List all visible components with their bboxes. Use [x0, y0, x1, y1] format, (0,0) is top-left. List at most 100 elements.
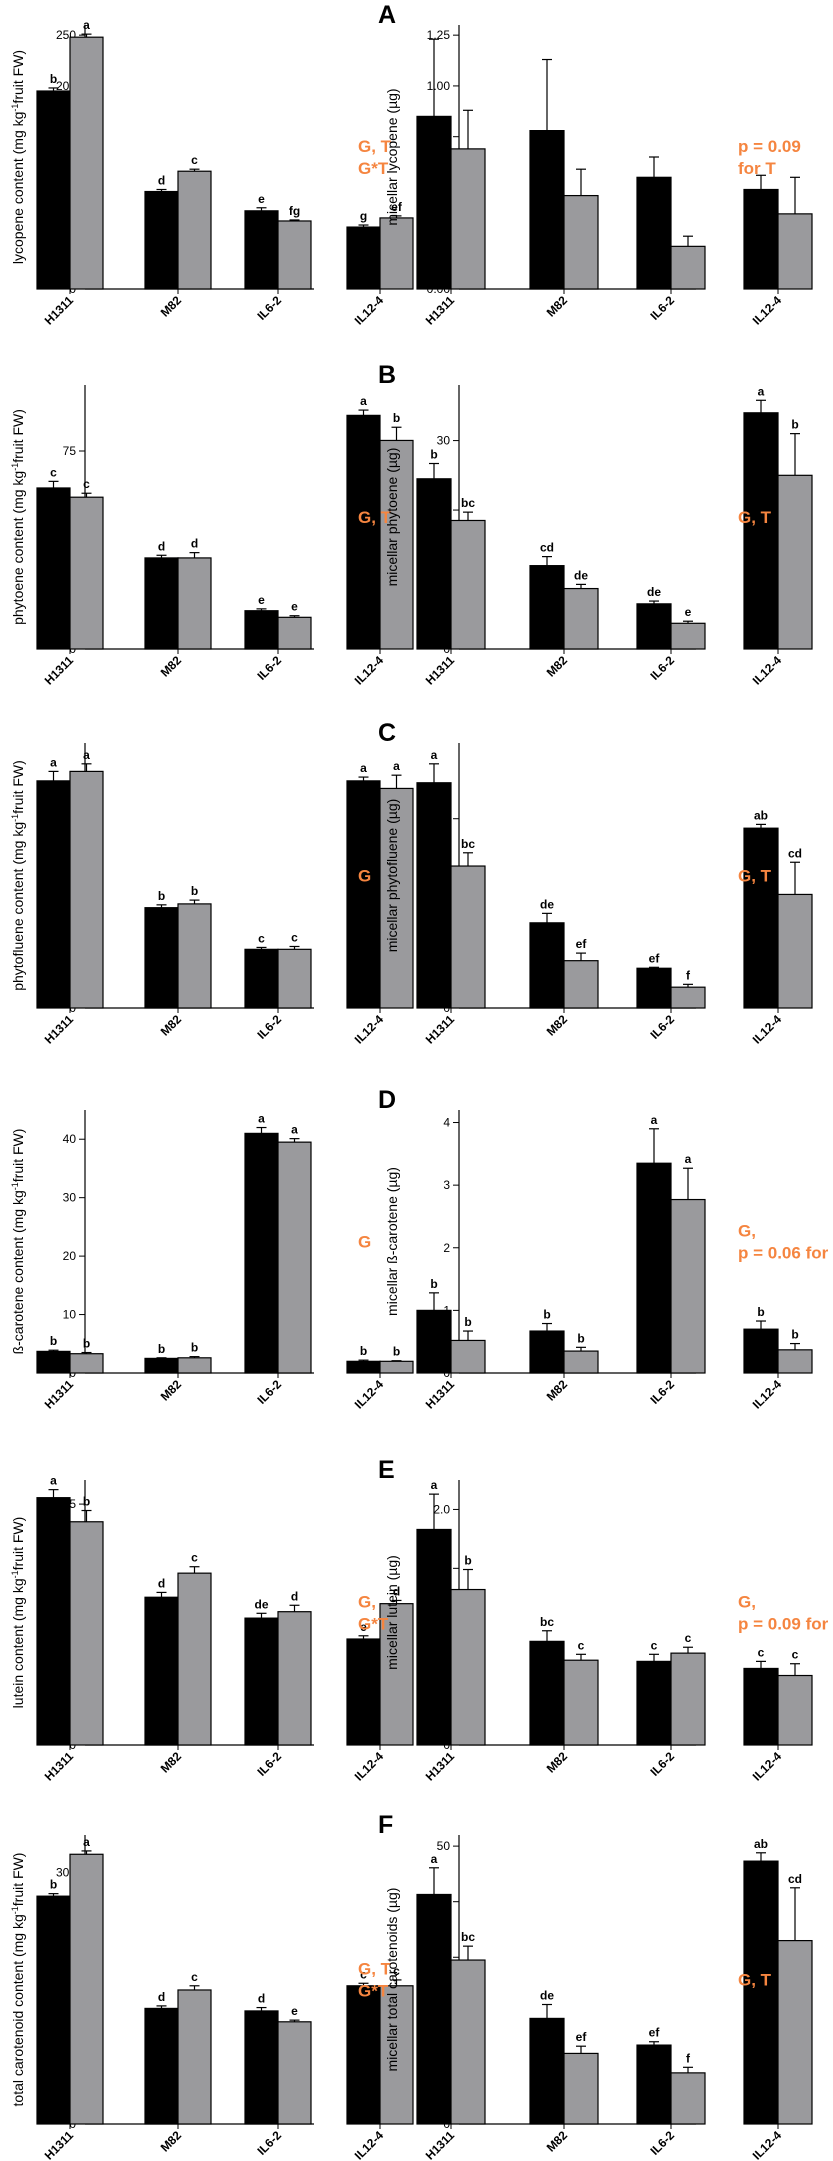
bar — [450, 519, 486, 650]
bar — [379, 1360, 414, 1374]
significance-letter: b — [464, 1554, 471, 1568]
bar — [777, 213, 813, 290]
significance-letter: e — [291, 2004, 298, 2018]
chart-7: 010203040bbH1311bbM82aaIL6-2bbIL12-4ß-ca… — [10, 1110, 414, 1412]
y-tick-label: 75 — [63, 444, 77, 458]
category-label: IL12-4 — [750, 1749, 785, 1784]
significance-letter: c — [393, 1964, 400, 1978]
bar — [277, 2021, 312, 2125]
bar — [346, 1985, 381, 2125]
category-label: IL6-2 — [254, 1749, 284, 1779]
bar — [743, 1667, 779, 1746]
bar — [277, 220, 312, 290]
bar — [743, 1860, 779, 2125]
category-label: M82 — [158, 2128, 185, 2155]
category-label: IL6-2 — [647, 1377, 677, 1407]
y-axis-label: phytoene content (mg kg-1fruit FW) — [10, 409, 26, 625]
bar — [450, 865, 486, 1009]
significance-letter: b — [191, 1341, 198, 1355]
bar — [244, 2010, 279, 2125]
bar — [244, 210, 279, 290]
significance-letter: b — [50, 1334, 57, 1348]
significance-letter: c — [651, 1638, 658, 1652]
bar — [277, 1141, 312, 1374]
category-label: IL6-2 — [254, 1012, 284, 1042]
stat-annotation: G, T — [358, 137, 392, 156]
bar — [563, 194, 599, 290]
category-label: M82 — [544, 1749, 571, 1776]
significance-letter: b — [543, 1308, 550, 1322]
significance-letter: c — [191, 1970, 198, 1984]
significance-letter: a — [83, 1835, 90, 1849]
category-label: H1311 — [423, 1377, 458, 1412]
category-label: M82 — [158, 293, 185, 320]
significance-letter: ab — [754, 1837, 768, 1851]
bar — [346, 1360, 381, 1374]
chart-6: 0510abcH1311deefM82effIL6-2abcdIL12-4mic… — [378, 719, 813, 1047]
significance-letter: b — [83, 1337, 90, 1351]
category-label: IL12-4 — [750, 293, 785, 328]
significance-letter: bc — [461, 496, 475, 510]
bar — [563, 960, 599, 1009]
bar — [144, 190, 179, 290]
category-label: IL12-4 — [352, 1749, 387, 1784]
category-label: IL12-4 — [750, 653, 785, 688]
stat-annotation: p = 0.06 for T — [738, 1244, 833, 1263]
category-label: IL12-4 — [750, 1012, 785, 1047]
significance-letter: d — [191, 537, 198, 551]
bar — [177, 903, 212, 1009]
y-axis-label: lycopene content (mg kg-1fruit FW) — [10, 50, 26, 264]
bar — [277, 616, 312, 650]
stat-annotation: G*T — [358, 1615, 389, 1634]
bar — [277, 948, 312, 1009]
bar — [670, 245, 706, 290]
bar — [529, 1640, 565, 1746]
significance-letter: d — [158, 173, 165, 187]
significance-letter: a — [50, 755, 57, 769]
significance-letter: cd — [788, 846, 802, 860]
significance-letter: bc — [461, 1930, 475, 1944]
chart-5: 0510aaH1311bbM82ccIL6-2aaIL12-4phytoflue… — [10, 743, 414, 1047]
bar — [636, 1660, 672, 1746]
y-tick-label: 2 — [443, 1241, 450, 1255]
bar — [416, 1528, 452, 1746]
category-label: M82 — [544, 653, 571, 680]
y-tick-label: 2.0 — [433, 1502, 450, 1516]
significance-letter: b — [360, 1344, 367, 1358]
significance-letter: c — [758, 1645, 765, 1659]
significance-letter: a — [431, 1852, 438, 1866]
significance-letter: bc — [461, 837, 475, 851]
panel-letter: D — [378, 1086, 396, 1114]
category-label: M82 — [544, 1012, 571, 1039]
bar — [416, 1893, 452, 2125]
bar — [450, 1339, 486, 1374]
bar — [529, 565, 565, 650]
significance-letter: c — [685, 1631, 692, 1645]
category-label: IL12-4 — [352, 1012, 387, 1047]
significance-letter: a — [393, 759, 400, 773]
bar — [416, 115, 452, 290]
y-axis-label: micellar phytofluene (µg) — [384, 799, 400, 953]
bar — [177, 557, 212, 650]
category-label: H1311 — [42, 653, 77, 688]
bar — [69, 770, 104, 1009]
panel-letter: A — [378, 1, 396, 29]
bar — [743, 1328, 779, 1374]
stat-annotation: G, T — [738, 508, 772, 527]
y-tick-label: 1.25 — [427, 28, 451, 42]
stat-annotation: G, — [738, 1593, 756, 1612]
significance-letter: a — [360, 394, 367, 408]
bar — [636, 1162, 672, 1374]
chart-4: 0102030bbcH1311cddeM82deeIL6-2abIL12-4mi… — [378, 361, 813, 688]
category-label: IL12-4 — [750, 2128, 785, 2161]
chart-12: 01020304050abcH1311deefM82effIL6-2abcdIL… — [378, 1811, 813, 2161]
y-tick-label: 20 — [63, 1249, 77, 1263]
significance-letter: d — [258, 1992, 265, 2006]
y-tick-label: 4 — [443, 1116, 450, 1130]
bar — [379, 217, 414, 290]
significance-letter: b — [430, 1277, 437, 1291]
category-label: H1311 — [42, 293, 77, 328]
stat-annotation: G, T — [738, 1971, 772, 1990]
bar — [450, 1959, 486, 2125]
significance-letter: e — [258, 593, 265, 607]
